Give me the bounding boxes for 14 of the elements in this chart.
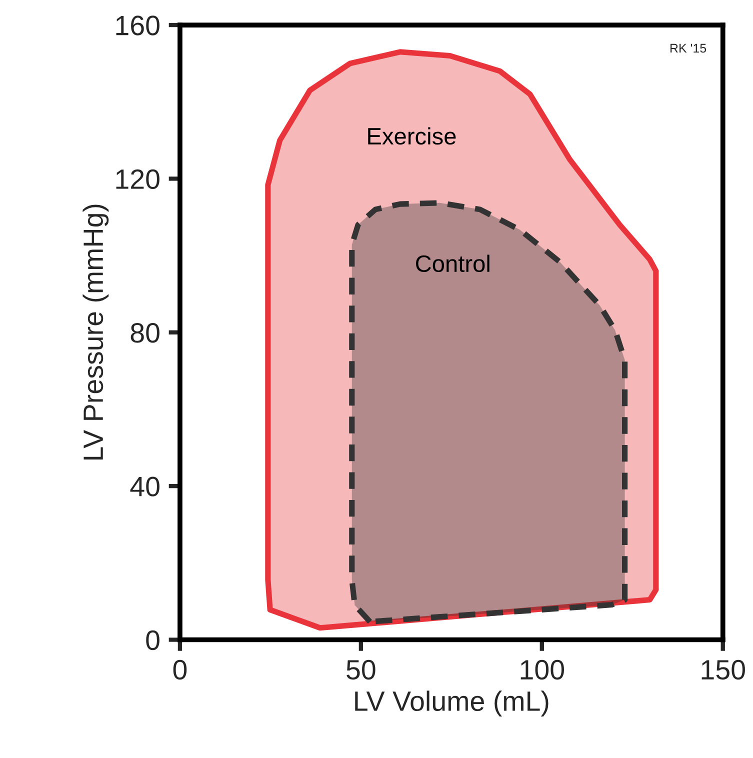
y-axis-title: LV Pressure (mmHg) xyxy=(82,204,109,460)
x-tick-label: 0 xyxy=(173,660,187,680)
y-tick-label: 80 xyxy=(130,323,160,343)
y-tick-label: 120 xyxy=(116,169,160,190)
y-tick-label: 40 xyxy=(130,476,160,496)
y-tick-label: 0 xyxy=(146,630,160,650)
y-tick-label: 160 xyxy=(116,16,160,36)
series-label: Exercise xyxy=(368,127,456,145)
x-tick-label: 100 xyxy=(520,660,564,680)
x-tick-label: 150 xyxy=(702,660,745,680)
series-label: Control xyxy=(416,254,490,272)
annotation: RK '15 xyxy=(670,44,706,53)
x-tick-label: 50 xyxy=(346,660,376,680)
x-axis-title: LV Volume (mL) xyxy=(355,690,548,717)
